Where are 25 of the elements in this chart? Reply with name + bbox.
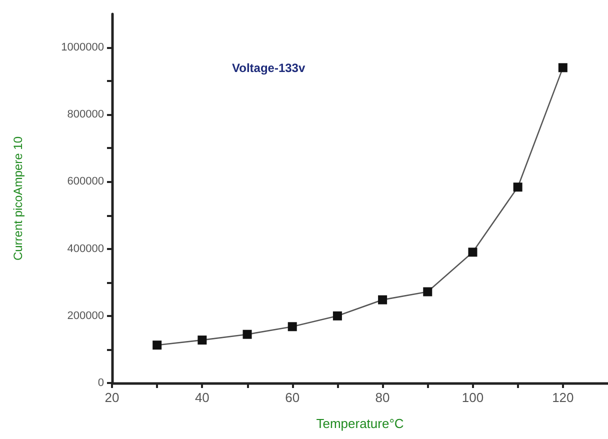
x-tick-label: 120 — [552, 390, 574, 405]
y-tick-label: 800000 — [67, 108, 104, 121]
x-axis-title: Temperature°C — [316, 416, 404, 431]
x-tick-label: 80 — [375, 390, 390, 405]
point — [332, 311, 342, 320]
x-tick-label: 60 — [285, 390, 300, 405]
point — [198, 336, 207, 345]
point — [378, 295, 388, 304]
point — [423, 287, 432, 296]
point — [558, 63, 568, 72]
annotation: Voltage-133v — [232, 61, 306, 75]
point — [288, 322, 297, 332]
point — [152, 340, 162, 350]
x-tick-label: 40 — [194, 390, 210, 405]
y-tick-label: 0 — [98, 377, 104, 389]
y-tick-label: 400000 — [67, 242, 104, 255]
y-tick-label: 200000 — [67, 310, 104, 322]
point — [468, 248, 478, 257]
x-tick-label: 100 — [462, 390, 484, 405]
y-tick-label: 1000000 — [61, 42, 104, 54]
x-tick-label: 20 — [104, 390, 120, 405]
point — [513, 182, 522, 192]
point — [242, 330, 252, 339]
y-tick-label: 600000 — [67, 176, 104, 188]
y-axis-title: Current picoAmpere 10 — [11, 136, 25, 261]
